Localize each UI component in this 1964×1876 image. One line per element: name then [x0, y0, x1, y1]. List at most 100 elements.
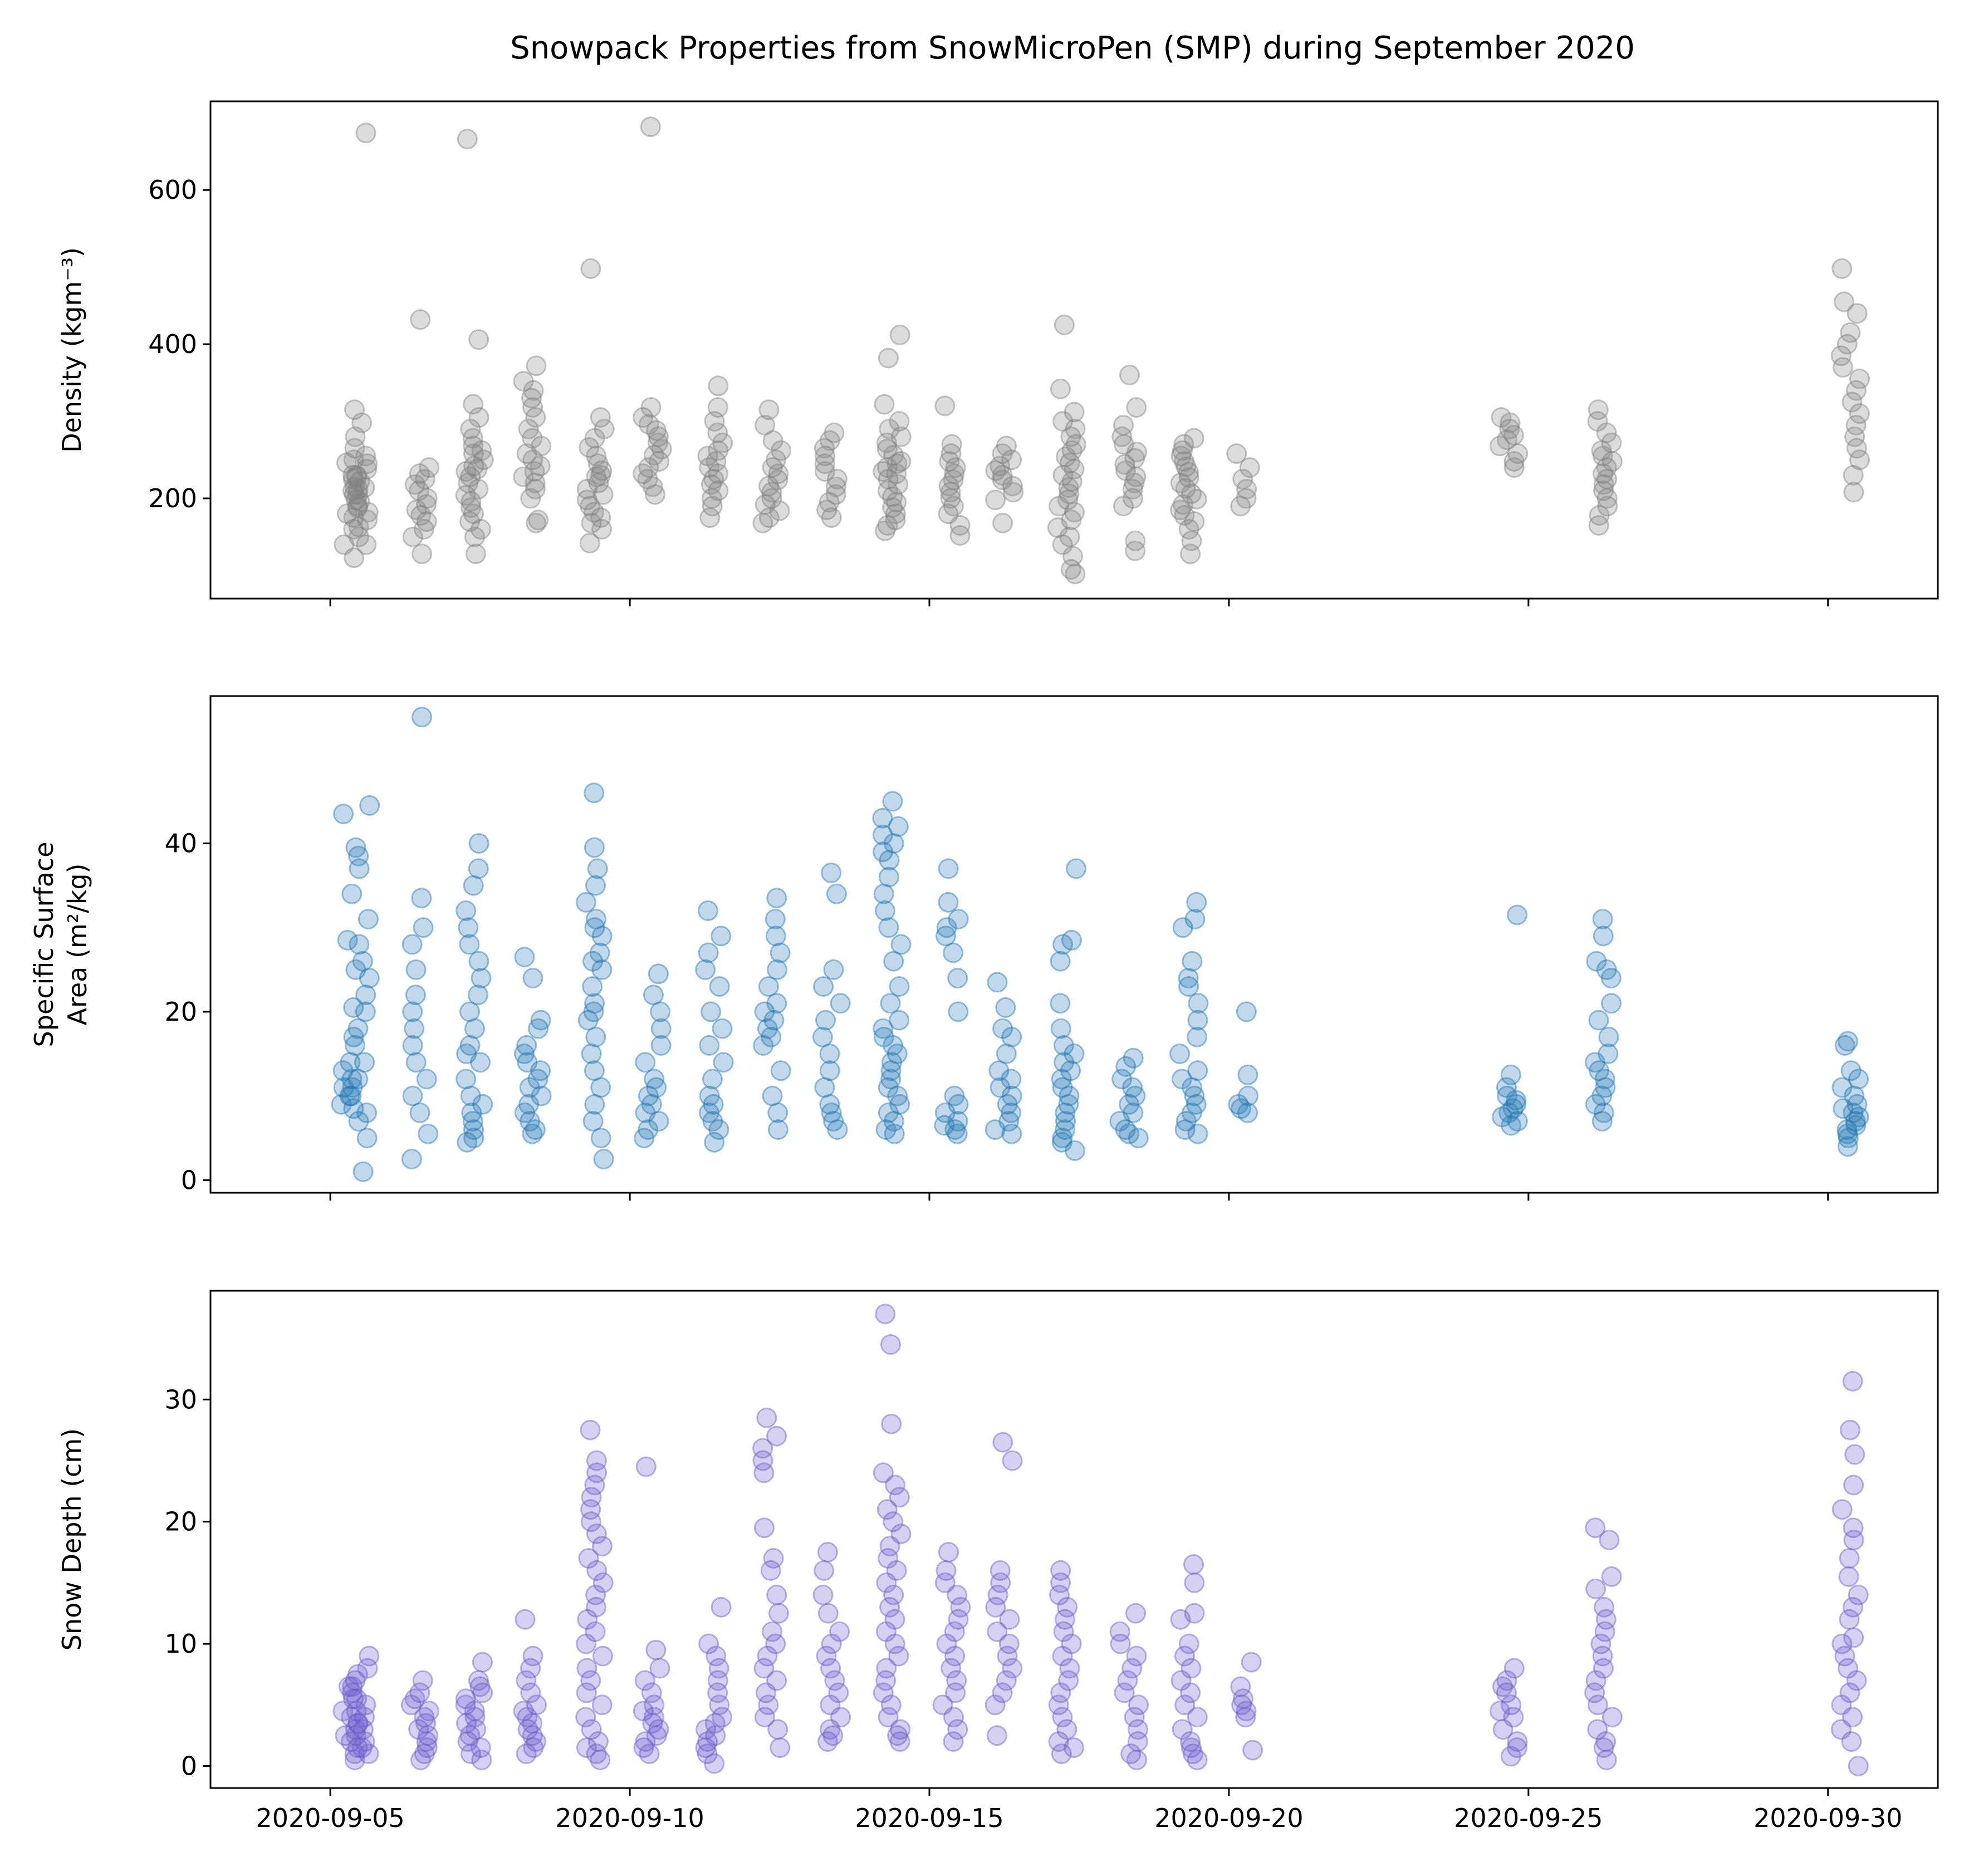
- data-point: [825, 484, 846, 505]
- data-point: [889, 411, 910, 432]
- data-point: [586, 445, 607, 467]
- data-point: [1187, 1010, 1208, 1031]
- data-point: [519, 1077, 540, 1098]
- data-point: [943, 1731, 964, 1752]
- data-point: [347, 497, 368, 518]
- data-point: [406, 499, 427, 521]
- data-point: [1053, 1035, 1074, 1056]
- data-point: [418, 1123, 439, 1144]
- data-point: [348, 516, 369, 537]
- data-point: [1054, 1052, 1075, 1073]
- data-point: [986, 1725, 1007, 1746]
- data-point: [414, 468, 435, 489]
- data-point: [1061, 471, 1083, 492]
- data-point: [878, 866, 899, 888]
- data-point: [344, 547, 365, 569]
- data-point: [585, 1584, 606, 1605]
- data-point: [1059, 1085, 1080, 1106]
- data-point: [645, 1639, 667, 1661]
- data-point: [948, 1001, 969, 1022]
- data-point: [1064, 401, 1085, 423]
- data-point: [591, 959, 613, 980]
- data-point: [347, 1664, 369, 1685]
- data-point: [1845, 1115, 1867, 1136]
- data-point: [1115, 1056, 1137, 1077]
- data-point: [1833, 1098, 1854, 1119]
- data-point: [1182, 951, 1203, 972]
- data-point: [944, 1645, 966, 1667]
- data-point: [992, 1018, 1013, 1039]
- data-point: [1496, 1077, 1517, 1098]
- data-point: [347, 1737, 368, 1759]
- data-point: [704, 1753, 725, 1774]
- data-point: [1115, 460, 1137, 481]
- data-point: [592, 1645, 613, 1667]
- data-point: [590, 1750, 611, 1770]
- data-point: [580, 1499, 601, 1520]
- data-point: [1176, 456, 1197, 477]
- y-tick-label: 0: [181, 1751, 197, 1781]
- data-point: [1241, 1652, 1262, 1673]
- data-point: [352, 1719, 374, 1740]
- data-point: [1843, 1102, 1864, 1123]
- data-point: [413, 917, 434, 938]
- data-point: [1174, 451, 1194, 472]
- data-point: [821, 507, 842, 528]
- data-point: [1051, 1132, 1072, 1153]
- data-point: [814, 453, 835, 474]
- data-point: [874, 394, 895, 415]
- data-point: [1121, 1658, 1143, 1679]
- data-point: [517, 1719, 538, 1740]
- data-point: [881, 1052, 902, 1073]
- data-point: [1591, 1111, 1613, 1132]
- panel-1: 200 400 600 Density (kgm⁻³): [57, 100, 1939, 606]
- data-point: [409, 1682, 430, 1703]
- data-point: [752, 1450, 773, 1471]
- data-point: [762, 1621, 782, 1642]
- data-point: [936, 1560, 957, 1581]
- data-point: [707, 422, 728, 443]
- data-point: [1174, 1119, 1196, 1140]
- data-point: [640, 116, 661, 138]
- data-point: [1058, 1670, 1079, 1691]
- data-point: [1115, 1119, 1136, 1140]
- data-point: [523, 380, 544, 401]
- data-point: [349, 858, 370, 879]
- data-point: [456, 1069, 477, 1090]
- data-point: [341, 1085, 362, 1106]
- data-point: [1845, 380, 1867, 401]
- data-point: [879, 1536, 900, 1557]
- data-point: [583, 1001, 604, 1022]
- data-point: [943, 469, 964, 491]
- data-point: [345, 1670, 366, 1691]
- data-point: [401, 1149, 422, 1169]
- data-point: [472, 1094, 493, 1115]
- data-point: [1585, 1052, 1605, 1073]
- data-point: [947, 1584, 968, 1605]
- data-point: [1838, 1031, 1858, 1052]
- data-point: [1503, 425, 1524, 445]
- data-point: [592, 484, 614, 505]
- data-point: [1239, 457, 1260, 478]
- data-point: [522, 428, 543, 449]
- data-point: [712, 1707, 733, 1728]
- data-point: [1111, 426, 1133, 447]
- data-point: [1065, 434, 1086, 455]
- data-point: [341, 883, 363, 904]
- data-point: [985, 1694, 1006, 1716]
- data-point: [1178, 968, 1199, 988]
- data-point: [332, 1060, 354, 1081]
- data-point: [331, 1094, 352, 1115]
- data-point: [355, 1694, 376, 1716]
- data-point: [1187, 1750, 1208, 1770]
- data-point: [1119, 1094, 1140, 1115]
- data-point: [887, 1725, 908, 1746]
- data-point: [412, 707, 433, 728]
- data-point: [591, 925, 613, 947]
- data-point: [459, 1725, 481, 1746]
- data-point: [514, 1102, 535, 1123]
- data-point: [1181, 483, 1202, 504]
- data-point: [1238, 1085, 1258, 1106]
- data-point: [824, 1670, 845, 1691]
- data-point: [992, 465, 1013, 486]
